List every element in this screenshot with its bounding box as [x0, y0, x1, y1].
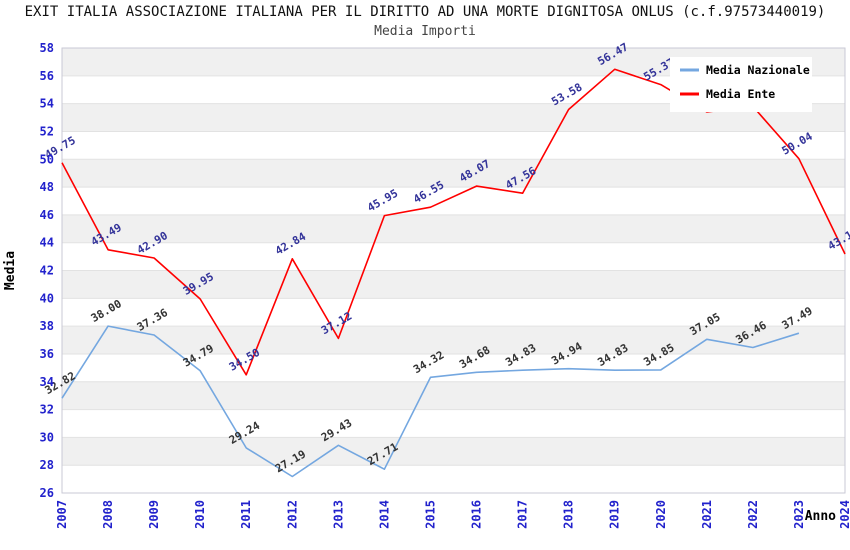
x-tick-label: 2016 [470, 500, 484, 529]
y-tick-label: 36 [40, 347, 54, 361]
x-tick-label: 2011 [239, 500, 253, 529]
grid-band [62, 270, 845, 299]
y-axis-title: Media [3, 251, 18, 290]
y-tick-label: 26 [40, 486, 54, 500]
x-tick-label: 2008 [101, 500, 115, 529]
y-tick-label: 54 [40, 97, 54, 111]
y-tick-label: 58 [40, 41, 54, 55]
grid-band [62, 437, 845, 466]
y-tick-label: 48 [40, 180, 54, 194]
legend-label-media-ente: Media Ente [706, 87, 775, 101]
y-tick-label: 28 [40, 458, 54, 472]
grid-band [62, 381, 845, 410]
y-tick-label: 40 [40, 291, 54, 305]
data-label-media-ente: 50.04 [780, 130, 816, 158]
x-tick-label: 2015 [423, 500, 437, 529]
y-tick-label: 32 [40, 403, 54, 417]
data-label-media-ente: 45.95 [365, 187, 400, 215]
grid-band [62, 326, 845, 354]
x-tick-label: 2017 [516, 500, 530, 529]
x-tick-label: 2024 [838, 500, 850, 529]
plot-border [61, 47, 846, 494]
x-tick-label: 2023 [792, 500, 806, 529]
x-axis-title: Anno [805, 509, 836, 524]
y-tick-label: 34 [40, 375, 54, 389]
x-tick-label: 2018 [562, 500, 576, 529]
x-tick-label: 2019 [608, 500, 622, 529]
grid-band [62, 159, 845, 188]
y-tick-label: 46 [40, 208, 54, 222]
x-tick-label: 2021 [700, 500, 714, 529]
y-tick-label: 38 [40, 319, 54, 333]
x-tick-label: 2009 [147, 500, 161, 529]
chart-title: EXIT ITALIA ASSOCIAZIONE ITALIANA PER IL… [24, 4, 826, 20]
y-tick-label: 42 [40, 264, 54, 278]
data-label-media-nazionale: 38.00 [89, 297, 124, 325]
x-tick-label: 2012 [285, 500, 299, 529]
x-tick-label: 2014 [377, 500, 391, 529]
y-tick-label: 50 [40, 152, 54, 166]
x-tick-label: 2022 [746, 500, 760, 529]
x-tick-label: 2010 [193, 500, 207, 529]
grid-band [62, 214, 845, 243]
y-tick-label: 30 [40, 430, 54, 444]
y-tick-label: 52 [40, 124, 54, 138]
y-tick-label: 56 [40, 69, 54, 83]
y-tick-label: 44 [40, 236, 54, 250]
chart-subtitle: Media Importi [374, 24, 476, 39]
x-tick-label: 2013 [331, 500, 345, 529]
legend-label-media-nazionale: Media Nazionale [706, 63, 810, 77]
series-line-media-nazionale [61, 325, 800, 478]
legend-box [670, 57, 812, 112]
x-tick-label: 2020 [654, 500, 668, 529]
x-tick-label: 2007 [55, 500, 69, 529]
